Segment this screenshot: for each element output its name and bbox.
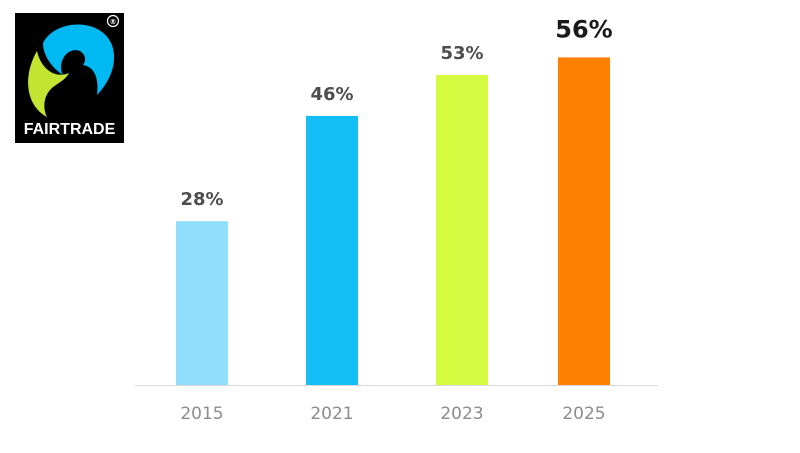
bar-2015 <box>176 221 228 385</box>
registered-mark-circle <box>106 14 120 28</box>
bar-2023 <box>436 74 488 385</box>
fairtrade-logo: ® FAIRTRADE <box>15 13 124 143</box>
bar-2021 <box>306 115 358 386</box>
value-label-2025: 56% <box>555 15 612 43</box>
logo-wordmark: FAIRTRADE <box>24 121 116 138</box>
tick-label-2023: 2023 <box>440 404 483 424</box>
tick-label-2025: 2025 <box>562 404 605 424</box>
logo-blue-swirl-icon <box>43 24 115 95</box>
tick-labels-group: 2015 2021 2023 2025 <box>180 404 605 424</box>
bar-2025 <box>558 57 610 386</box>
tick-label-2015: 2015 <box>180 404 223 424</box>
value-labels-group: 28% 46% 53% 56% <box>180 15 612 210</box>
tick-label-2021: 2021 <box>310 404 353 424</box>
registered-mark: ® <box>110 18 117 26</box>
value-label-2015: 28% <box>180 189 223 210</box>
bars-group <box>176 57 610 386</box>
value-label-2023: 53% <box>440 43 483 64</box>
logo-green-leaf-icon <box>28 51 70 117</box>
value-label-2021: 46% <box>310 84 353 105</box>
